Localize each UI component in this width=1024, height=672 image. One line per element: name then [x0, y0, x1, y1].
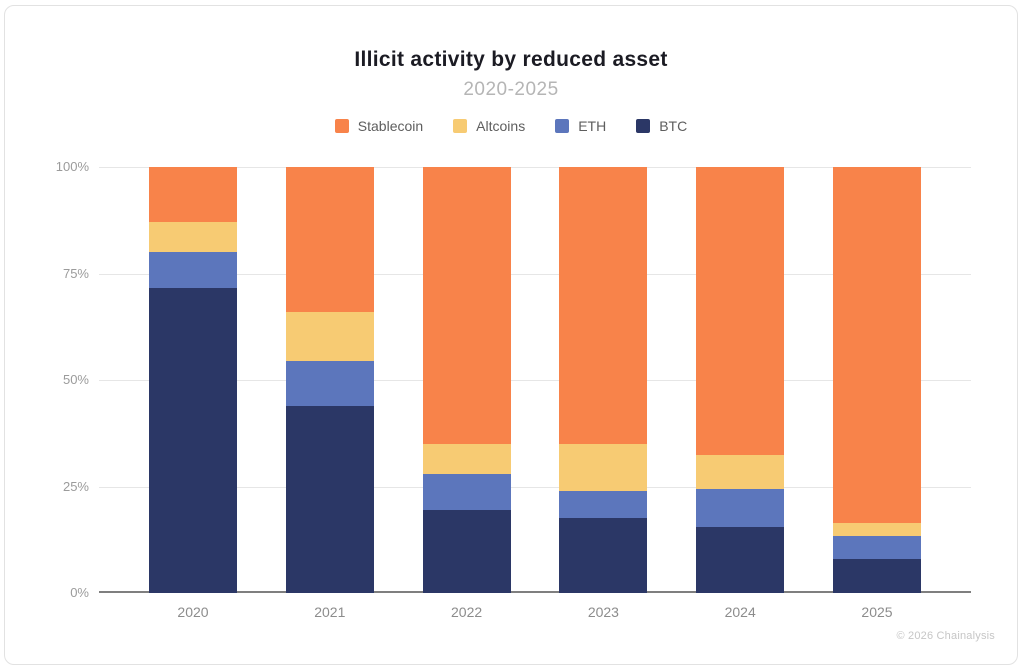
- bar-segment-altcoins-2024: [696, 454, 785, 489]
- bar-segment-btc-2024: [696, 526, 785, 593]
- legend-item-btc: BTC: [636, 118, 687, 134]
- x-axis-label-2022: 2022: [451, 604, 483, 620]
- stablecoin-swatch-icon: [334, 119, 349, 133]
- x-axis-label-2024: 2024: [724, 604, 756, 620]
- legend-item-eth: ETH: [555, 118, 606, 134]
- bar-segment-stablecoin-2025: [832, 167, 921, 523]
- gridline-75%: [99, 273, 971, 275]
- bar-segment-btc-2022: [422, 509, 511, 593]
- legend-label-eth: ETH: [578, 118, 607, 134]
- bar-2022: 2022: [422, 167, 511, 620]
- bar-segment-eth-2025: [832, 535, 921, 559]
- bar-segment-stablecoin-2021: [285, 167, 374, 312]
- bar-segment-stablecoin-2020: [149, 167, 237, 223]
- bar-segment-eth-2021: [285, 360, 374, 406]
- altcoins-swatch-icon: [453, 119, 468, 133]
- y-axis-label-25%: 25%: [62, 478, 89, 494]
- bar-segment-altcoins-2021: [285, 311, 374, 361]
- bar-segment-eth-2024: [696, 488, 785, 527]
- y-axis-label-100%: 100%: [55, 159, 89, 174]
- chart-card: Illicit activity by reduced asset 2020-2…: [4, 5, 1018, 665]
- x-axis-label-2020: 2020: [177, 604, 209, 620]
- bar-segment-stablecoin-2023: [559, 167, 648, 444]
- bar-segment-btc-2020: [149, 288, 237, 593]
- gridline-100%: [99, 167, 971, 168]
- bar-segment-altcoins-2023: [559, 443, 648, 491]
- bar-segment-altcoins-2020: [149, 222, 237, 253]
- y-axis-label-75%: 75%: [62, 265, 89, 281]
- bars-row: 2020 2021 2022 2023 2024 2025: [149, 167, 921, 620]
- copyright-note: © 2026 Chainalysis: [896, 630, 995, 642]
- chart-subtitle: 2020-2025: [463, 79, 559, 100]
- bar-segment-btc-2025: [832, 558, 921, 593]
- bar-segment-eth-2022: [422, 473, 511, 510]
- bar-segment-stablecoin-2022: [422, 167, 511, 444]
- legend-item-altcoins: Altcoins: [453, 118, 525, 134]
- x-axis-label-2025: 2025: [861, 604, 893, 620]
- bar-2020: 2020: [149, 167, 237, 620]
- bar-2023: 2023: [559, 167, 648, 620]
- bar-segment-stablecoin-2024: [696, 167, 785, 455]
- chart-title: Illicit activity by reduced asset: [354, 48, 668, 71]
- x-axis-label-2021: 2021: [314, 604, 346, 620]
- legend-label-altcoins: Altcoins: [476, 118, 526, 134]
- legend-item-stablecoin: Stablecoin: [334, 118, 424, 134]
- bar-segment-altcoins-2025: [832, 522, 921, 536]
- legend-label-stablecoin: Stablecoin: [357, 118, 424, 134]
- bar-segment-eth-2020: [149, 252, 237, 289]
- bar-segment-btc-2023: [559, 518, 648, 593]
- y-axis-label-50%: 50%: [62, 372, 89, 387]
- y-axis-label-0%: 0%: [70, 585, 89, 600]
- x-axis-line: [99, 591, 971, 593]
- gridline-50%: [99, 380, 971, 381]
- gridline-25%: [99, 486, 971, 488]
- eth-swatch-icon: [555, 119, 570, 133]
- x-axis-label-2023: 2023: [587, 604, 619, 620]
- bar-segment-eth-2023: [559, 490, 648, 519]
- bar-segment-altcoins-2022: [422, 443, 511, 474]
- bar-2025: 2025: [832, 167, 921, 620]
- bar-2024: 2024: [696, 167, 785, 620]
- plot-area: 2020 2021 2022 2023 2024 2025 0% 25% 50% 75% 100%: [56, 159, 971, 620]
- bar-2021: 2021: [285, 167, 374, 620]
- legend: Stablecoin Altcoins ETH BTC: [5, 118, 1017, 134]
- btc-swatch-icon: [636, 119, 651, 133]
- legend-label-btc: BTC: [659, 118, 688, 134]
- bar-segment-btc-2021: [285, 405, 374, 593]
